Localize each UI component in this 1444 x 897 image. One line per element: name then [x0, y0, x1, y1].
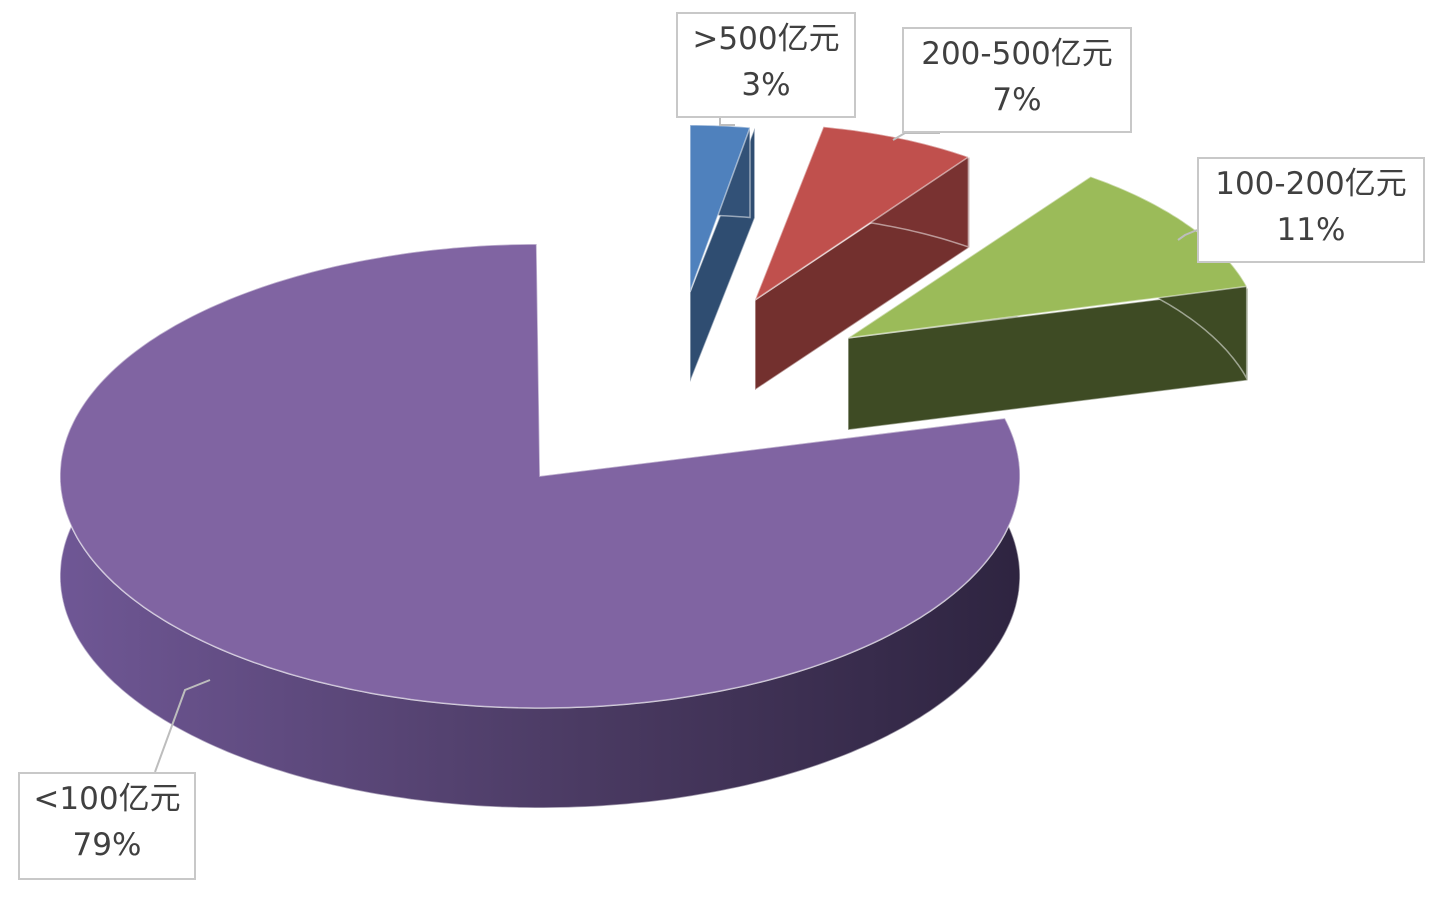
pie-slice	[753, 125, 971, 302]
label-value: 11%	[1276, 212, 1346, 248]
label-value: 79%	[72, 827, 142, 863]
slice-cut-face	[847, 287, 1249, 431]
pie-slice	[59, 243, 1021, 709]
label-category: <100亿元	[33, 781, 181, 817]
leader-line	[1177, 229, 1198, 241]
data-label-lt100: <100亿元 79%	[18, 772, 196, 880]
data-label-100-200: 100-200亿元 11%	[1197, 157, 1425, 263]
label-value: 7%	[992, 82, 1042, 118]
pie-slice	[847, 175, 1248, 339]
data-label-200-500: 200-500亿元 7%	[902, 27, 1132, 133]
label-category: 100-200亿元	[1215, 166, 1407, 202]
label-value: 3%	[741, 67, 791, 103]
label-category: >500亿元	[692, 21, 840, 57]
leader-line	[892, 132, 940, 141]
leader-line	[719, 118, 735, 126]
leader-line	[154, 679, 211, 773]
data-label-gt500: >500亿元 3%	[676, 12, 856, 118]
label-category: 200-500亿元	[921, 36, 1113, 72]
